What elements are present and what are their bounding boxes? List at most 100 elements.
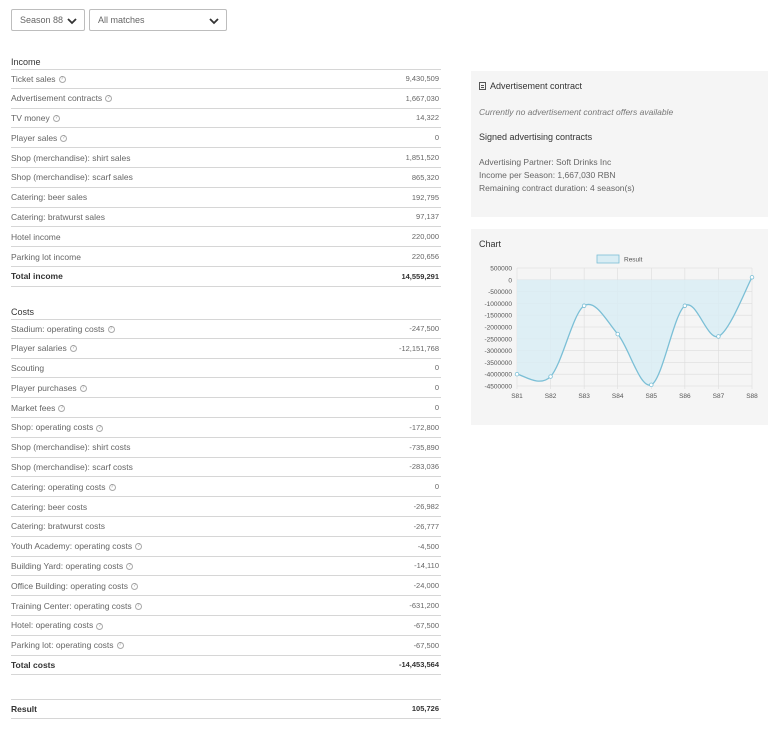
income-total-value: 14,559,291 xyxy=(401,271,439,281)
income-section: Income Ticket sales? 9,430,509 Advertiseme… xyxy=(11,55,441,287)
row-value: 220,656 xyxy=(411,252,439,262)
row-label-text: Catering: operating costs xyxy=(11,481,106,492)
y-tick-label: -2500000 xyxy=(485,336,513,343)
row-value: 14,322 xyxy=(416,113,439,123)
row-label: Market fees? xyxy=(11,402,66,413)
table-row: Catering: bratwurst costs -26,777 xyxy=(11,517,441,537)
y-tick-label: -4500000 xyxy=(485,384,513,391)
help-icon[interactable]: ? xyxy=(52,115,60,123)
ad-contract-panel: Advertisement contract Currently no adve… xyxy=(471,71,768,217)
row-value: 0 xyxy=(434,363,439,373)
row-value: -283,036 xyxy=(409,462,439,472)
row-value: -14,110 xyxy=(414,561,439,571)
row-label: Training Center: operating costs? xyxy=(11,601,142,611)
table-row: Shop: operating costs? -172,800 xyxy=(11,418,441,438)
row-value: -735,890 xyxy=(409,442,439,452)
help-icon[interactable]: ? xyxy=(60,135,68,143)
help-icon[interactable]: ? xyxy=(116,642,124,650)
help-icon[interactable]: ? xyxy=(135,543,143,551)
help-icon[interactable]: ? xyxy=(58,76,66,84)
legend-label: Result xyxy=(624,257,643,264)
chevron-down-icon xyxy=(67,18,77,25)
ad-income: Income per Season: 1,667,030 RBN xyxy=(479,170,616,180)
row-value: 1,851,520 xyxy=(405,153,439,163)
help-icon[interactable]: ? xyxy=(134,602,142,610)
result-row: Result 105,726 xyxy=(11,699,441,719)
row-label-text: Player purchases xyxy=(11,382,77,393)
row-value: 1,667,030 xyxy=(405,93,439,103)
row-label-text: Market fees xyxy=(11,402,56,413)
row-value: 220,000 xyxy=(411,232,439,242)
row-label-text: Player salaries xyxy=(11,343,67,354)
x-tick-label: S83 xyxy=(578,393,590,400)
income-total-label: Total income xyxy=(11,271,63,282)
result-label: Result xyxy=(11,703,37,714)
matches-select[interactable]: All matches xyxy=(89,9,227,31)
data-point xyxy=(649,382,654,388)
help-icon[interactable]: ? xyxy=(126,563,134,571)
row-label-text: Hotel: operating costs xyxy=(11,620,94,631)
row-value: -4,500 xyxy=(417,541,439,551)
table-row: Catering: bratwurst sales 97,137 xyxy=(11,208,441,228)
series-line-result xyxy=(516,276,753,386)
x-tick-label: S86 xyxy=(679,393,691,400)
x-tick-label: S84 xyxy=(612,393,624,400)
help-icon[interactable]: ? xyxy=(69,345,77,353)
row-label: Office Building: operating costs? xyxy=(11,581,139,591)
result-section: Result 105,726 xyxy=(11,699,441,719)
row-label-text: Shop: operating costs xyxy=(11,422,94,433)
result-value: 105,726 xyxy=(411,704,439,714)
help-icon[interactable]: ? xyxy=(58,404,66,412)
ad-contract-title-row: Advertisement contract xyxy=(479,81,760,91)
row-label-text: Catering: beer costs xyxy=(11,501,88,512)
row-label: Catering: bratwurst sales xyxy=(11,212,105,222)
row-label: Player purchases? xyxy=(11,383,87,393)
season-select[interactable]: Season 88 xyxy=(11,9,85,31)
help-icon[interactable]: ? xyxy=(108,484,116,492)
help-icon[interactable]: ? xyxy=(107,326,115,334)
help-icon[interactable]: ? xyxy=(96,424,104,432)
row-value: -26,982 xyxy=(413,502,439,512)
series-area-result xyxy=(517,277,752,386)
row-label: Player sales? xyxy=(11,133,68,143)
row-label-text: Building Yard: operating costs xyxy=(11,560,124,571)
data-point xyxy=(682,303,688,308)
row-value: 9,430,509 xyxy=(405,74,439,84)
row-value: 0 xyxy=(434,133,439,143)
signed-contract-info: Advertising Partner: Soft Drinks Inc Inc… xyxy=(479,156,760,195)
help-icon[interactable]: ? xyxy=(131,583,139,590)
row-value: -247,500 xyxy=(409,324,439,334)
help-icon[interactable]: ? xyxy=(79,385,87,393)
table-row: Catering: beer sales 192,795 xyxy=(11,188,441,208)
income-table: Ticket sales? 9,430,509 Advertisement cont… xyxy=(11,69,441,267)
signed-contracts-title: Signed advertising contracts xyxy=(479,132,593,142)
table-row: TV money? 14,322 xyxy=(11,109,441,129)
table-row: Parking lot: operating costs? -67,500 xyxy=(11,636,441,656)
data-point xyxy=(615,331,620,337)
table-row: Stadium: operating costs? -247,500 xyxy=(11,319,441,339)
y-tick-label: -3000000 xyxy=(485,348,513,355)
y-tick-label: -1500000 xyxy=(485,313,513,320)
help-icon[interactable]: ? xyxy=(105,95,113,103)
row-value: -631,200 xyxy=(409,601,439,611)
table-row: Hotel: operating costs? -67,500 xyxy=(11,616,441,636)
row-label: Shop: operating costs? xyxy=(11,422,104,433)
y-tick-label: -3500000 xyxy=(485,360,513,367)
y-tick-label: -500000 xyxy=(488,289,512,296)
y-tick-label: 500000 xyxy=(490,266,512,273)
chevron-down-icon xyxy=(209,18,219,25)
row-value: -24,000 xyxy=(413,581,439,591)
table-row: Catering: beer costs -26,982 xyxy=(11,497,441,517)
row-value: -67,500 xyxy=(413,640,439,650)
table-row: Shop (merchandise): scarf costs -283,036 xyxy=(11,458,441,478)
table-row: Shop (merchandise): shirt sales 1,851,520 xyxy=(11,148,441,168)
row-label: Shop (merchandise): shirt costs xyxy=(11,442,131,452)
row-value: -12,151,768 xyxy=(398,343,439,353)
no-offers-text: Currently no advertisement contract offe… xyxy=(479,107,674,117)
help-icon[interactable]: ? xyxy=(96,622,104,630)
table-row: Ticket sales? 9,430,509 xyxy=(11,69,441,89)
table-row: Market fees? 0 xyxy=(11,398,441,418)
ad-duration: Remaining contract duration: 4 season(s) xyxy=(479,183,635,193)
data-point xyxy=(749,275,755,280)
matches-select-value: All matches xyxy=(98,15,145,25)
